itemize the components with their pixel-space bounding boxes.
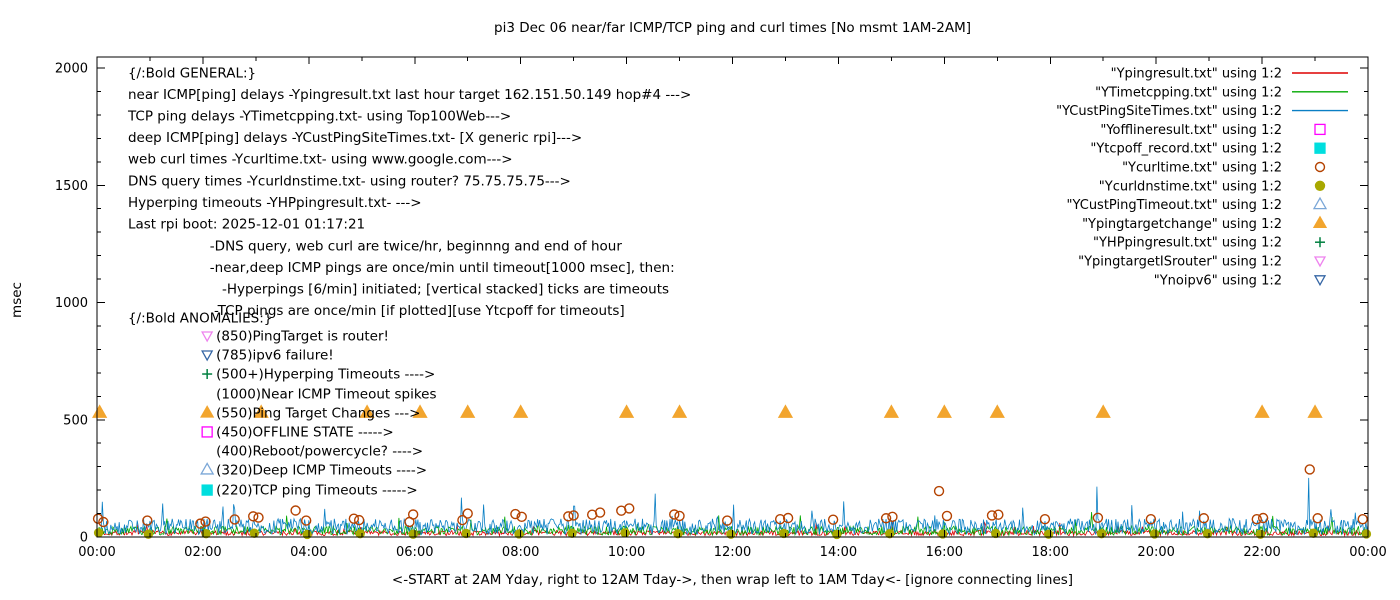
svg-text:20:00: 20:00	[1137, 545, 1174, 560]
svg-text:"YHPpingresult.txt" using 1:2: "YHPpingresult.txt" using 1:2	[1093, 236, 1282, 251]
axes: 00:00 02:00 04:00 06:00 08:00 10:00 12:00 14:00…	[55, 56, 1387, 560]
svg-text:Hyperping timeouts -YHPpingres: Hyperping timeouts -YHPpingresult.txt- -…	[128, 195, 422, 211]
svg-text:near ICMP[ping] delays -Ypingr: near ICMP[ping] delays -Ypingresult.txt …	[128, 87, 691, 103]
legend: "Ypingresult.txt" using 1:2 "YTimetcpping…	[1056, 67, 1348, 288]
scatter-points	[92, 404, 1372, 540]
svg-text:web curl times -Ycurltime.txt-: web curl times -Ycurltime.txt- using www…	[128, 152, 513, 168]
svg-text:(320)Deep ICMP Timeouts ---->: (320)Deep ICMP Timeouts ---->	[216, 462, 427, 478]
svg-text:"Ypingresult.txt" using 1:2: "Ypingresult.txt" using 1:2	[1111, 67, 1282, 82]
svg-text:deep ICMP[ping] delays -YCustP: deep ICMP[ping] delays -YCustPingSiteTim…	[128, 130, 582, 146]
y-axis-label: msec	[9, 282, 25, 318]
svg-text:12:00: 12:00	[714, 545, 751, 560]
chart-title: pi3 Dec 06 near/far ICMP/TCP ping and cu…	[494, 20, 971, 36]
svg-text:1000: 1000	[55, 296, 88, 311]
svg-text:"YpingtargetISrouter" using 1:: "YpingtargetISrouter" using 1:2	[1078, 255, 1282, 270]
svg-text:10:00: 10:00	[608, 545, 645, 560]
svg-text:16:00: 16:00	[926, 545, 963, 560]
svg-text:(850)PingTarget is router!: (850)PingTarget is router!	[216, 329, 389, 345]
svg-text:{/:Bold ANOMALIES:}: {/:Bold ANOMALIES:}	[128, 310, 272, 326]
svg-text:(785)ipv6 failure!: (785)ipv6 failure!	[216, 348, 334, 364]
svg-text:-TCP pings are once/min [if pl: -TCP pings are once/min [if plotted][use…	[214, 303, 625, 319]
svg-text:"Ynoipv6" using 1:2: "Ynoipv6" using 1:2	[1154, 273, 1282, 288]
svg-text:(450)OFFLINE STATE ----->: (450)OFFLINE STATE ----->	[216, 424, 394, 440]
svg-text:"Ycurltime.txt" using 1:2: "Ycurltime.txt" using 1:2	[1122, 161, 1282, 176]
svg-text:-Hyperpings [6/min] initiated;: -Hyperpings [6/min] initiated; [vertical…	[222, 281, 669, 297]
svg-text:"YCustPingSiteTimes.txt" using: "YCustPingSiteTimes.txt" using 1:2	[1056, 104, 1282, 119]
svg-text:08:00: 08:00	[502, 545, 539, 560]
svg-text:DNS query times -Ycurldnstime.: DNS query times -Ycurldnstime.txt- using…	[128, 174, 571, 190]
svg-text:(550)Ping Target Changes --->: (550)Ping Target Changes --->	[216, 405, 420, 421]
svg-text:"Ycurldnstime.txt" using 1:2: "Ycurldnstime.txt" using 1:2	[1099, 179, 1282, 194]
svg-text:"YTimetcpping.txt" using 1:2: "YTimetcpping.txt" using 1:2	[1095, 85, 1282, 100]
svg-text:500: 500	[63, 413, 88, 428]
svg-text:22:00: 22:00	[1243, 545, 1280, 560]
svg-text:1500: 1500	[55, 179, 88, 194]
svg-text:TCP ping delays -YTimetcpping.: TCP ping delays -YTimetcpping.txt- using…	[127, 109, 511, 125]
svg-text:06:00: 06:00	[396, 545, 433, 560]
svg-text:Last rpi boot: 2025-12-01 01:1: Last rpi boot: 2025-12-01 01:17:21	[128, 217, 365, 233]
svg-text:14:00: 14:00	[820, 545, 857, 560]
svg-text:02:00: 02:00	[184, 545, 221, 560]
svg-text:"Ypingtargetchange" using 1:2: "Ypingtargetchange" using 1:2	[1082, 217, 1282, 232]
svg-text:(400)Reboot/powercycle? ---->: (400)Reboot/powercycle? ---->	[216, 443, 423, 459]
svg-text:{/:Bold GENERAL:}: {/:Bold GENERAL:}	[128, 65, 256, 81]
svg-text:18:00: 18:00	[1032, 545, 1069, 560]
svg-text:(1000)Near ICMP Timeout spikes: (1000)Near ICMP Timeout spikes	[216, 386, 436, 402]
svg-text:(220)TCP ping Timeouts ----->: (220)TCP ping Timeouts ----->	[216, 483, 418, 499]
svg-text:2000: 2000	[55, 62, 88, 77]
svg-text:00:00: 00:00	[78, 545, 115, 560]
svg-text:"Yofflineresult.txt" using 1:2: "Yofflineresult.txt" using 1:2	[1100, 123, 1282, 138]
svg-text:-DNS query, web curl are twice: -DNS query, web curl are twice/hr, begin…	[210, 238, 623, 254]
svg-text:0: 0	[80, 531, 88, 546]
svg-text:(500+)Hyperping Timeouts ---->: (500+)Hyperping Timeouts ---->	[216, 367, 435, 383]
svg-text:-near,deep ICMP pings are once: -near,deep ICMP pings are once/min until…	[210, 260, 675, 276]
x-axis-label: <-START at 2AM Yday, right to 12AM Tday-…	[391, 572, 1074, 588]
svg-text:00:00: 00:00	[1349, 545, 1386, 560]
svg-text:04:00: 04:00	[290, 545, 327, 560]
svg-text:"Ytcpoff_record.txt" using 1:2: "Ytcpoff_record.txt" using 1:2	[1090, 142, 1282, 157]
annotations: {/:Bold GENERAL:} near ICMP[ping] delays …	[127, 65, 691, 498]
svg-text:"YCustPingTimeout.txt" using 1: "YCustPingTimeout.txt" using 1:2	[1067, 198, 1282, 213]
